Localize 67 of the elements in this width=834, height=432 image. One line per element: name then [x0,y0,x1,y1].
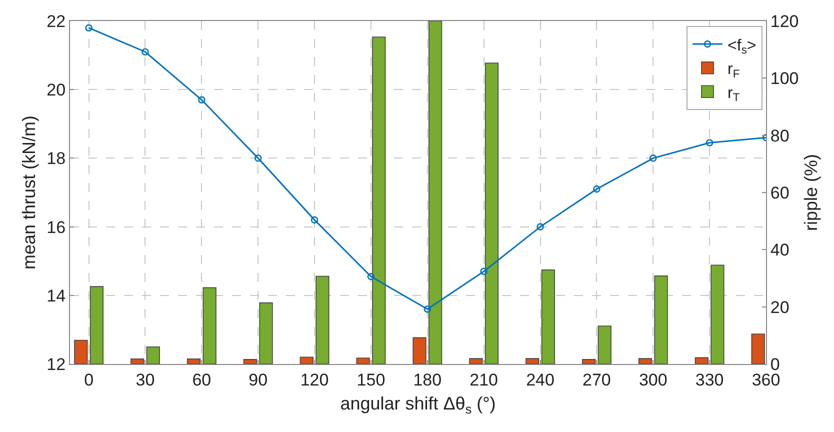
point [310,216,318,224]
bar [751,334,765,364]
x-axis-title: angular shift Δθ$_{s}$ (°) [340,394,496,416]
y2-tick-label: 20 [770,298,790,317]
bar [428,21,442,364]
point [254,154,262,162]
bar [202,287,216,364]
bar [130,358,144,364]
point [593,185,600,193]
x-tick-label: 210 [470,370,498,390]
bar [316,276,330,364]
bar [300,356,314,364]
y2-tick-label: 120 [770,12,799,31]
x-tick-label: 90 [248,370,268,390]
y-tick-label: 20 [46,80,66,100]
bar [598,326,612,364]
legend-label: r$_{T}$ [728,84,740,104]
y2-axis-title: ripple (%) [800,154,821,232]
point [424,305,432,313]
y-tick-label: 16 [46,218,66,237]
point [649,154,657,162]
bar [243,359,258,364]
bar [372,36,386,364]
y-tick-label: 18 [46,149,66,168]
bar [654,276,668,364]
bar [90,286,104,364]
bar [186,358,201,364]
bar [582,359,596,364]
x-tick-label: 150 [356,370,386,390]
bar [356,358,370,364]
x-tick-label: 120 [300,370,329,390]
point [198,96,206,104]
x-tick-label: 300 [638,370,668,390]
y2-tick-label: 80 [770,126,790,146]
bar [412,337,426,364]
y2-tick-label: 100 [770,69,799,88]
y-tick-label: 22 [46,12,66,31]
point [142,48,149,56]
x-tick-label: 330 [695,370,724,390]
bar [694,357,708,364]
point [706,139,714,146]
y-tick-label: 12 [46,354,66,374]
bar [74,340,88,364]
y2-tick-label: 60 [770,183,790,202]
point [536,223,544,230]
legend-label: <f$_{s}$> [728,37,756,57]
bar [710,264,724,364]
bar [484,62,499,364]
y-axis-title: mean thrust (kN/m) [18,115,39,270]
point [480,268,488,276]
bar [469,358,483,364]
bar [146,346,160,364]
x-tick-label: 240 [526,370,554,390]
y2-tick-label: 40 [770,240,790,260]
x-tick-label: 0 [84,370,94,390]
bar [638,358,652,364]
point [85,24,92,32]
legend-label: r$_{F}$ [728,61,740,80]
point [367,272,375,280]
x-tick-label: 30 [136,370,155,390]
bar [259,302,273,364]
bar [526,358,540,364]
bar [541,270,555,364]
x-tick-label: 180 [413,370,442,390]
x-tick-label: 60 [192,370,212,390]
y-tick-label: 14 [46,286,66,306]
x-tick-label: 270 [582,370,611,390]
